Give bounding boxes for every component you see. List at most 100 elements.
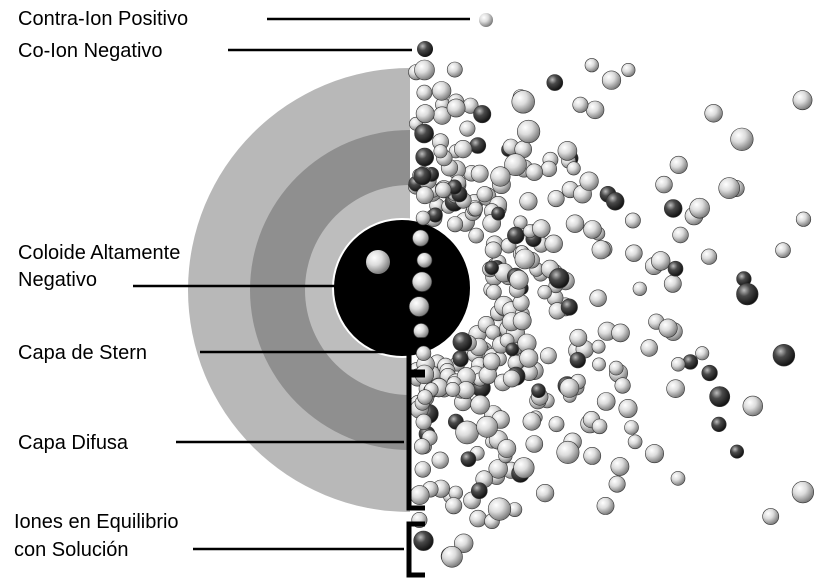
negative-ion bbox=[682, 354, 699, 370]
label-stern-layer: Capa de Stern bbox=[18, 342, 147, 364]
positive-ion bbox=[414, 59, 435, 81]
positive-ion bbox=[435, 181, 452, 198]
positive-ion bbox=[608, 475, 626, 493]
positive-ion bbox=[459, 120, 476, 137]
positive-ion bbox=[413, 323, 429, 339]
positive-ion bbox=[486, 284, 502, 300]
positive-ion bbox=[447, 216, 464, 233]
positive-ion bbox=[640, 339, 658, 357]
positive-ion bbox=[513, 457, 535, 479]
positive-ion bbox=[519, 192, 538, 211]
negative-ion bbox=[663, 199, 683, 218]
positive-ion bbox=[415, 104, 435, 124]
positive-ion bbox=[566, 161, 581, 176]
positive-ion bbox=[487, 497, 512, 521]
label-colloid-line2: Negativo bbox=[18, 269, 97, 291]
positive-ion bbox=[670, 357, 686, 372]
positive-ion bbox=[624, 420, 639, 435]
negative-ion bbox=[507, 226, 525, 245]
positive-ion bbox=[565, 214, 585, 233]
positive-ion bbox=[608, 360, 624, 376]
positive-ion bbox=[742, 395, 763, 417]
positive-ion bbox=[532, 219, 551, 238]
positive-ion bbox=[414, 461, 431, 478]
positive-ion bbox=[614, 377, 631, 394]
positive-ion bbox=[557, 141, 578, 161]
positive-ion bbox=[415, 186, 434, 205]
negative-ion bbox=[560, 298, 578, 316]
negative-ion bbox=[491, 206, 506, 221]
positive-ion bbox=[535, 484, 555, 503]
positive-ion bbox=[514, 248, 536, 270]
positive-ion bbox=[625, 212, 641, 229]
positive-ion bbox=[627, 434, 643, 450]
positive-ion bbox=[689, 197, 710, 219]
positive-ion bbox=[762, 508, 780, 525]
negative-ion bbox=[414, 123, 434, 144]
positive-ion bbox=[470, 164, 489, 183]
positive-ion bbox=[455, 420, 479, 445]
diffuse-bracket bbox=[406, 372, 425, 511]
ion-cloud bbox=[407, 58, 815, 568]
positive-ion bbox=[775, 242, 791, 258]
positive-ion bbox=[572, 96, 589, 113]
layer-bands bbox=[188, 68, 410, 512]
negative-ion bbox=[709, 386, 731, 408]
label-equilibrium-line2: con Solución bbox=[14, 539, 129, 561]
positive-ion bbox=[504, 153, 527, 176]
negative-ion bbox=[413, 167, 432, 186]
positive-ion bbox=[433, 144, 448, 159]
colloid-particle bbox=[332, 218, 472, 358]
positive-ion bbox=[579, 171, 599, 191]
positive-ion bbox=[540, 160, 558, 177]
negative-ion bbox=[469, 137, 487, 154]
positive-ion bbox=[663, 274, 682, 293]
positive-ion bbox=[470, 394, 490, 415]
positive-ion bbox=[468, 201, 483, 217]
positive-ion bbox=[596, 392, 616, 411]
positive-ion bbox=[412, 229, 430, 247]
negative-ion bbox=[452, 350, 469, 367]
positive-ion bbox=[488, 459, 508, 479]
positive-ion bbox=[585, 100, 605, 120]
positive-ion bbox=[669, 155, 688, 174]
negative-ion bbox=[546, 74, 564, 91]
positive-ion bbox=[569, 328, 588, 347]
positive-ion bbox=[583, 446, 602, 465]
positive-ion bbox=[666, 379, 685, 399]
positive-ion bbox=[408, 296, 430, 317]
positive-ion bbox=[476, 186, 493, 203]
negative-ion bbox=[473, 105, 492, 124]
negative-ion bbox=[484, 260, 499, 275]
positive-ion bbox=[537, 285, 552, 300]
colloid-highlight bbox=[366, 250, 390, 274]
positive-ion bbox=[544, 234, 563, 254]
positive-ion bbox=[476, 415, 499, 438]
positive-ion bbox=[511, 90, 535, 114]
positive-ion bbox=[596, 496, 615, 515]
positive-ion bbox=[431, 81, 452, 101]
positive-ion bbox=[469, 509, 487, 528]
positive-ion bbox=[591, 339, 606, 354]
positive-ion bbox=[591, 240, 611, 260]
label-colloid-line1: Coloide Altamente bbox=[18, 242, 180, 264]
negative-ion bbox=[427, 207, 443, 223]
positive-ion bbox=[454, 140, 473, 159]
positive-ion bbox=[415, 413, 432, 431]
positive-ion-legend-icon bbox=[479, 13, 493, 27]
negative-ion bbox=[605, 192, 625, 211]
positive-ion bbox=[548, 416, 565, 433]
equilibrium-bracket bbox=[406, 521, 425, 578]
negative-ion bbox=[772, 344, 796, 367]
positive-ion bbox=[509, 270, 529, 290]
positive-ion bbox=[411, 271, 433, 292]
positive-ion bbox=[547, 190, 565, 208]
leader-lines bbox=[133, 17, 470, 551]
positive-ion bbox=[589, 289, 607, 307]
negative-ion bbox=[701, 364, 718, 382]
positive-ion bbox=[718, 177, 741, 199]
negative-ion bbox=[452, 332, 473, 352]
negative-ion bbox=[569, 352, 586, 369]
positive-ion bbox=[632, 281, 647, 296]
positive-ion bbox=[704, 104, 723, 123]
